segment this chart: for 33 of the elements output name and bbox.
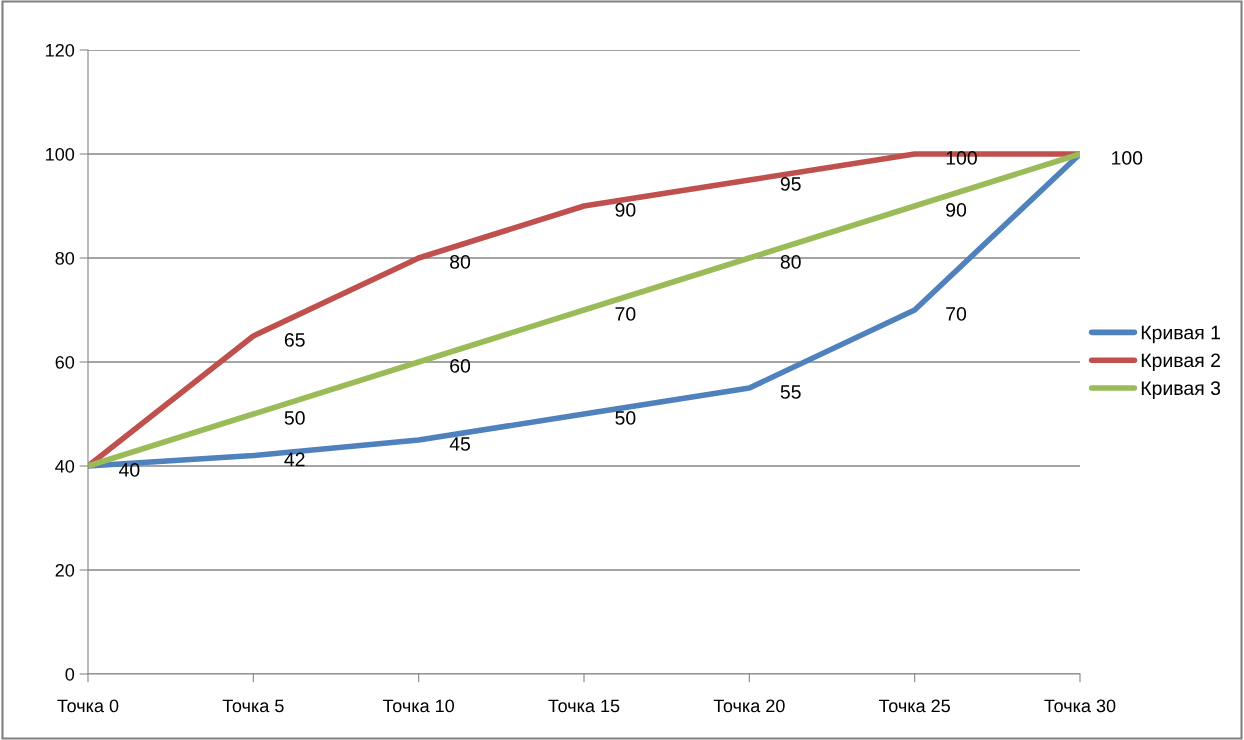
data-label: 40 <box>119 463 140 477</box>
data-label: 50 <box>615 411 636 425</box>
data-label: 65 <box>284 333 305 347</box>
x-tick-label: Точка 10 <box>383 699 455 713</box>
y-tick-label: 120 <box>46 43 75 57</box>
legend-label: Кривая 1 <box>1141 325 1220 344</box>
legend-label: Кривая 2 <box>1141 353 1220 372</box>
y-tick-label: 40 <box>55 459 75 473</box>
x-tick-label: Точка 5 <box>222 699 284 713</box>
y-tick-label: 100 <box>46 147 75 161</box>
data-label: 42 <box>284 452 305 467</box>
data-label: 80 <box>450 255 471 269</box>
y-tick-label: 60 <box>55 355 75 369</box>
data-label: 50 <box>284 411 305 425</box>
x-tick-label: Точка 30 <box>1044 699 1116 713</box>
data-label: 70 <box>946 307 967 321</box>
y-tick-label: 80 <box>55 251 75 265</box>
data-label: 80 <box>780 255 801 269</box>
data-label: 100 <box>1112 151 1143 165</box>
data-label: 60 <box>450 359 471 373</box>
x-tick-label: Точка 15 <box>548 699 620 713</box>
data-label: 90 <box>946 203 967 217</box>
y-tick-label: 0 <box>65 667 75 681</box>
data-label: 90 <box>615 203 636 217</box>
legend-label: Кривая 3 <box>1141 381 1221 399</box>
data-label: 70 <box>615 307 636 321</box>
x-tick-label: Точка 20 <box>713 699 785 713</box>
data-label: 45 <box>449 437 471 451</box>
x-tick-label: Точка 25 <box>879 699 950 713</box>
y-tick-label: 20 <box>55 563 75 577</box>
data-label: 95 <box>780 177 801 191</box>
data-label: 55 <box>780 385 801 399</box>
x-tick-label: Точка 0 <box>57 699 119 713</box>
